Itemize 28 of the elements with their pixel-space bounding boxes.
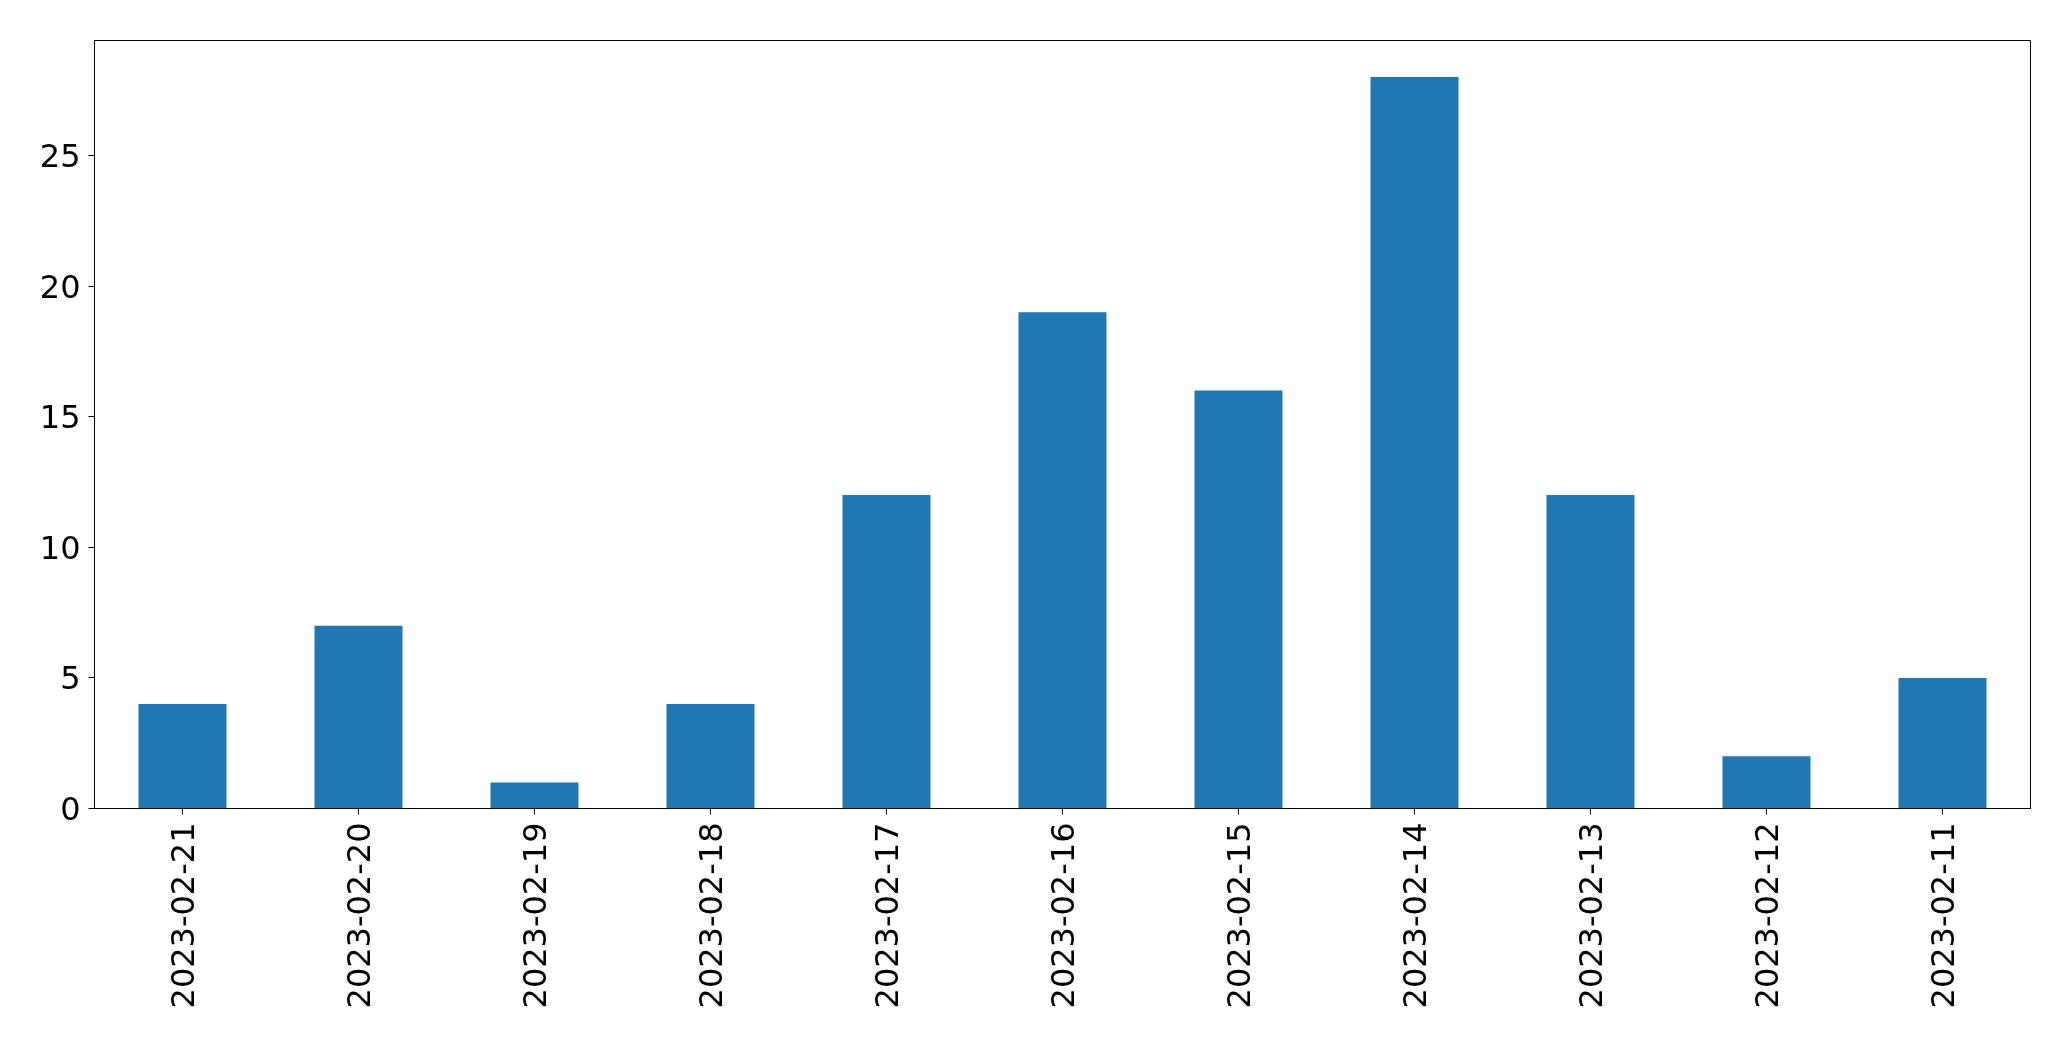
x-tick-label: 2023-02-14 [1396, 822, 1434, 1009]
bar [1546, 495, 1635, 809]
bar [842, 495, 931, 809]
y-tick-label: 0 [60, 790, 81, 828]
bar [314, 625, 403, 809]
x-tick-label: 2023-02-19 [516, 822, 554, 1009]
y-tick-label: 15 [39, 398, 81, 437]
x-tick-label: 2023-02-17 [868, 822, 906, 1009]
x-tick-label: 2023-02-11 [1924, 822, 1962, 1009]
x-tick-label: 2023-02-16 [1044, 822, 1082, 1009]
bar [1898, 677, 1987, 809]
bar [1194, 390, 1283, 809]
bar [490, 782, 579, 809]
x-tick-label: 2023-02-20 [340, 822, 378, 1009]
x-tick-label: 2023-02-12 [1748, 822, 1786, 1009]
y-tick-label: 5 [60, 659, 81, 698]
y-tick-label: 25 [39, 136, 81, 175]
bar [666, 704, 755, 809]
x-tick-label: 2023-02-15 [1220, 822, 1258, 1009]
x-tick-label: 2023-02-21 [164, 822, 202, 1009]
bar [1018, 312, 1107, 809]
bar [1722, 756, 1811, 809]
bar [138, 704, 227, 809]
x-tick-label: 2023-02-13 [1572, 822, 1610, 1009]
y-tick-label: 20 [39, 267, 81, 306]
y-tick-label: 10 [39, 528, 81, 567]
x-tick-label: 2023-02-18 [692, 822, 730, 1009]
bar [1370, 77, 1459, 809]
